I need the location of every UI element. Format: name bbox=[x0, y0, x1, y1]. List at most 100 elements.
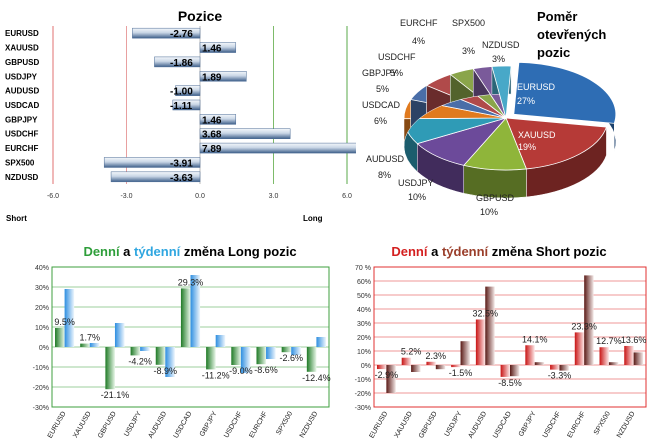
pie-title-line2: otevřených bbox=[537, 27, 606, 42]
data-label-eurchf: -8.6% bbox=[254, 365, 278, 375]
daily-bar-usdchf bbox=[231, 347, 241, 365]
category-label-xauusd: XAUUSD bbox=[393, 411, 414, 440]
category-label-nzdusd: NZDUSD bbox=[5, 173, 39, 182]
position-value-usdchf: 3.68 bbox=[202, 130, 222, 141]
pie-label-name-usdjpy: USDJPY bbox=[398, 178, 434, 188]
data-label-gbpjpy: -11.2% bbox=[202, 370, 230, 380]
category-label-gbpusd: GBPUSD bbox=[97, 411, 118, 440]
y-tick-label: 40% bbox=[35, 265, 49, 272]
position-value-eurchf: 7.89 bbox=[202, 144, 222, 155]
title-part-0: Denní bbox=[391, 244, 428, 259]
pie-label-name-gbpjpy: GBPJPY bbox=[362, 68, 398, 78]
weekly-bar-eurchf bbox=[584, 275, 594, 365]
category-label-gbpusd: GBPUSD bbox=[5, 58, 39, 67]
weekly-bar-eurusd bbox=[64, 289, 75, 347]
y-tick-label: 50% bbox=[357, 293, 371, 300]
y-tick-label: 30% bbox=[357, 321, 371, 328]
position-bar-xauusd bbox=[199, 42, 237, 53]
daily-bar-xauusd bbox=[80, 343, 90, 347]
position-bar-gbpjpy bbox=[199, 114, 237, 125]
daily-bar-spx500 bbox=[281, 347, 292, 353]
data-label-xauusd: 5.2% bbox=[401, 347, 422, 357]
positions-chart: Pozice EURUSD -2.76 XAUUSD 1.46 GBPUSD -1.86 U… bbox=[5, 8, 356, 223]
weekly-bar-audusd bbox=[165, 347, 175, 377]
category-label-spx500: SPX500 bbox=[593, 410, 612, 436]
position-bar-gbpusd bbox=[154, 56, 201, 68]
daily-bar-usdcad bbox=[500, 365, 510, 377]
position-value-gbpusd: -1.86 bbox=[170, 58, 193, 69]
weekly-bar-nzdusd bbox=[633, 352, 644, 365]
y-tick-label: 60% bbox=[357, 279, 371, 286]
position-value-audusd: -1.00 bbox=[170, 87, 193, 98]
pie-label-name-nzdusd: NZDUSD bbox=[482, 40, 520, 50]
weekly-bar-gbpjpy bbox=[215, 335, 226, 347]
pie-label-value-gbpusd: 10% bbox=[480, 207, 498, 217]
weekly-bar-usdjpy bbox=[460, 341, 470, 365]
category-label-xauusd: XAUUSD bbox=[5, 44, 39, 53]
data-label-nzdusd: -12.4% bbox=[302, 373, 331, 383]
short-label: Short bbox=[6, 214, 27, 223]
y-tick-label: -30% bbox=[33, 405, 49, 412]
pie-label-value-audusd: 8% bbox=[378, 170, 391, 180]
category-label-gbpusd: GBPUSD bbox=[418, 411, 439, 440]
position-bar-eurusd bbox=[132, 27, 201, 39]
daily-bar-usdjpy bbox=[451, 365, 461, 368]
category-label-audusd: AUDUSD bbox=[147, 411, 168, 440]
y-tick-label: -20% bbox=[33, 385, 49, 392]
short-change-chart: Denní a týdenní změna Short pozic 70 % 60… bbox=[355, 244, 647, 440]
daily-bar-xauusd bbox=[401, 357, 412, 365]
pie-label-name-usdchf: USDCHF bbox=[378, 52, 416, 62]
category-label-usdchf: USDCHF bbox=[5, 130, 38, 139]
data-label-eurusd: 9.5% bbox=[54, 317, 75, 327]
daily-bar-eurusd bbox=[55, 328, 65, 347]
weekly-bar-xauusd bbox=[411, 365, 421, 372]
category-label-xauusd: XAUUSD bbox=[72, 411, 93, 440]
position-value-xauusd: 1.46 bbox=[202, 44, 222, 55]
daily-bar-spx500 bbox=[599, 347, 609, 365]
data-label-spx500: -2.6% bbox=[279, 353, 303, 363]
category-label-eurchf: EURCHF bbox=[567, 411, 588, 440]
category-label-eurusd: EURUSD bbox=[5, 29, 39, 38]
weekly-bar-spx500 bbox=[608, 362, 619, 365]
data-label-nzdusd: 13.6% bbox=[621, 335, 647, 345]
weekly-bar-gbpusd bbox=[435, 365, 446, 370]
data-label-usdcad: -8.5% bbox=[498, 378, 522, 388]
position-bar-usdjpy bbox=[199, 71, 247, 82]
category-label-usdcad: USDCAD bbox=[173, 411, 194, 440]
pie-slice-eurusd bbox=[513, 61, 617, 124]
category-label-nzdusd: NZDUSD bbox=[299, 411, 320, 440]
y-tick-label: 40% bbox=[357, 307, 371, 314]
pie-label-name-audusd: AUDUSD bbox=[366, 154, 405, 164]
title-part-0: Denní bbox=[83, 244, 120, 259]
pie-title-line3: pozic bbox=[537, 45, 570, 60]
daily-bar-usdchf bbox=[550, 365, 560, 370]
pie-label-value-xauusd: 19% bbox=[518, 142, 536, 152]
title-part-2: týdenní bbox=[134, 244, 181, 259]
daily-bar-eurchf bbox=[574, 332, 585, 365]
position-bar-spx500 bbox=[103, 157, 201, 168]
category-label-nzdusd: NZDUSD bbox=[616, 411, 637, 440]
weekly-bar-gbpjpy bbox=[534, 362, 545, 365]
daily-bar-usdcad bbox=[180, 288, 191, 347]
x-tick-label: -6.0 bbox=[47, 193, 59, 200]
data-label-spx500: 12.7% bbox=[596, 336, 622, 346]
weekly-bar-usdchf bbox=[240, 347, 251, 373]
y-tick-label: 70 % bbox=[355, 265, 371, 272]
data-label-gbpjpy: 14.1% bbox=[522, 334, 548, 344]
y-tick-label: -10% bbox=[355, 377, 371, 384]
data-label-eurchf: 23.3% bbox=[571, 321, 597, 331]
weekly-bar-xauusd bbox=[89, 343, 100, 347]
category-label-gbpjpy: GBPJPY bbox=[518, 410, 538, 438]
daily-bar-nzdusd bbox=[306, 347, 317, 372]
long-change-chart: Denní a týdenní změna Long pozic 40% 30% 2… bbox=[33, 244, 331, 440]
data-label-usdjpy: -1.5% bbox=[449, 368, 473, 378]
pie-label-value-nzdusd: 3% bbox=[492, 54, 505, 64]
y-tick-label: 10% bbox=[357, 349, 371, 356]
pie-label-value-eurchf: 4% bbox=[412, 36, 425, 46]
category-label-spx500: SPX500 bbox=[275, 410, 294, 436]
y-tick-label: -10% bbox=[33, 365, 49, 372]
daily-bar-audusd bbox=[155, 347, 166, 365]
weekly-bar-eurchf bbox=[266, 347, 276, 359]
y-tick-label: 20% bbox=[357, 335, 371, 342]
x-tick-label: 0.0 bbox=[195, 193, 205, 200]
